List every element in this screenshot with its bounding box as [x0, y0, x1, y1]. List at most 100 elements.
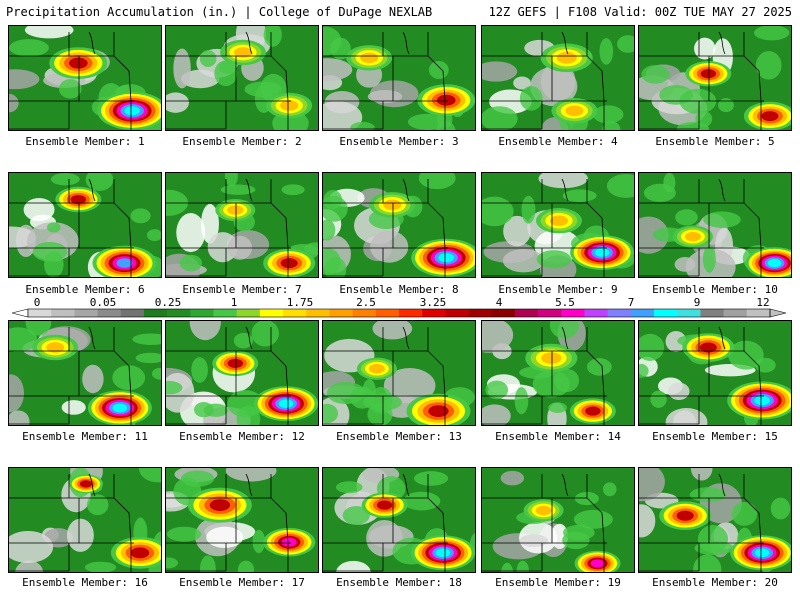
precip-contour	[278, 399, 294, 409]
light-precip-area	[521, 195, 536, 224]
colorbar-swatch	[630, 309, 655, 317]
member-label-4: Ensemble Member: 4	[498, 135, 618, 148]
state-border	[113, 327, 132, 397]
light-precip-area	[617, 35, 634, 53]
dry-area	[9, 374, 25, 413]
member-panel-11	[8, 320, 162, 426]
colorbar-tick-label: 12	[756, 296, 769, 309]
dry-area	[9, 93, 19, 113]
light-precip-area	[218, 60, 237, 75]
light-precip-area	[501, 562, 514, 572]
precip-contour	[700, 69, 717, 79]
light-precip-area	[350, 386, 374, 409]
state-border	[718, 31, 726, 55]
state-border	[743, 32, 762, 102]
state-border	[88, 326, 96, 350]
light-precip-area	[754, 26, 790, 41]
member-label-14: Ensemble Member: 14	[495, 430, 621, 443]
precip-contour	[280, 100, 299, 111]
state-border	[270, 179, 289, 249]
light-precip-area	[482, 106, 518, 130]
light-precip-area	[323, 248, 341, 275]
member-panel-18	[322, 467, 476, 573]
dry-area	[519, 534, 549, 548]
precip-map	[323, 468, 475, 572]
member-label-11: Ensemble Member: 11	[22, 430, 148, 443]
colorbar-swatch	[213, 309, 237, 317]
member-panel-8	[322, 172, 476, 278]
member-label-6: Ensemble Member: 6	[25, 283, 145, 296]
member-label-17: Ensemble Member: 17	[179, 576, 305, 589]
light-precip-area	[592, 105, 624, 124]
state-border	[561, 473, 569, 497]
colorbar-swatch	[28, 309, 52, 317]
colorbar-tick-label: 7	[628, 296, 635, 309]
precip-map	[166, 321, 318, 425]
light-precip-area	[693, 554, 722, 572]
colorbar-swatch	[167, 309, 191, 317]
colorbar-swatch	[538, 309, 562, 317]
colorbar-tick-label: 9	[694, 296, 701, 309]
light-precip-area	[755, 357, 776, 373]
light-precip-area	[342, 506, 370, 525]
state-border	[718, 473, 726, 497]
state-border	[402, 178, 410, 202]
state-border	[586, 179, 605, 249]
colorbar-swatch	[190, 309, 214, 317]
state-border	[270, 327, 289, 397]
state-border	[270, 474, 289, 544]
state-border	[88, 178, 96, 202]
colorbar-swatch	[74, 309, 98, 317]
dry-area	[173, 48, 191, 89]
precip-contour	[79, 480, 93, 488]
dry-area	[323, 101, 363, 130]
dry-area	[323, 58, 353, 82]
dry-area	[189, 321, 221, 341]
dry-area	[9, 530, 54, 564]
state-border	[743, 474, 762, 544]
light-precip-area	[402, 491, 441, 511]
colorbar: 0 0.05 0.25 1 1.75 2.5 3.25 4 5.5 7 9 12	[0, 296, 800, 322]
light-precip-area	[191, 357, 208, 383]
light-precip-area	[323, 219, 336, 241]
light-precip-area	[227, 390, 264, 418]
state-border	[113, 474, 132, 544]
member-label-7: Ensemble Member: 7	[182, 283, 302, 296]
precip-map	[323, 321, 475, 425]
colorbar-tick-label: 1.75	[287, 296, 314, 309]
colorbar-swatch	[120, 309, 145, 317]
colorbar-swatch	[677, 309, 701, 317]
state-border	[427, 327, 446, 397]
precip-contour	[209, 499, 231, 511]
colorbar-swatch	[399, 309, 423, 317]
precip-contour	[676, 510, 694, 521]
light-precip-area	[9, 327, 38, 353]
light-precip-area	[702, 244, 716, 273]
state-border	[402, 31, 410, 55]
member-panel-9	[481, 172, 635, 278]
light-precip-area	[50, 173, 80, 186]
light-precip-area	[573, 509, 613, 529]
precip-contour	[767, 259, 782, 268]
light-precip-area	[731, 501, 758, 526]
member-panel-12	[165, 320, 319, 426]
light-precip-area	[435, 121, 456, 130]
light-precip-area	[166, 380, 183, 395]
state-border	[402, 326, 410, 350]
state-border	[561, 178, 569, 202]
member-label-12: Ensemble Member: 12	[179, 430, 305, 443]
light-precip-area	[414, 471, 449, 486]
light-precip-area	[135, 352, 161, 364]
colorbar-min-arrow	[11, 308, 29, 318]
state-border	[245, 326, 253, 350]
member-panel-20	[638, 467, 792, 573]
member-panel-4	[481, 25, 635, 131]
light-precip-area	[180, 470, 215, 487]
member-label-1: Ensemble Member: 1	[25, 135, 145, 148]
precip-map	[482, 173, 634, 277]
member-panel-7	[165, 172, 319, 278]
light-precip-area	[553, 368, 580, 393]
precip-map	[9, 321, 161, 425]
dry-area	[372, 321, 413, 340]
member-panel-6	[8, 172, 162, 278]
